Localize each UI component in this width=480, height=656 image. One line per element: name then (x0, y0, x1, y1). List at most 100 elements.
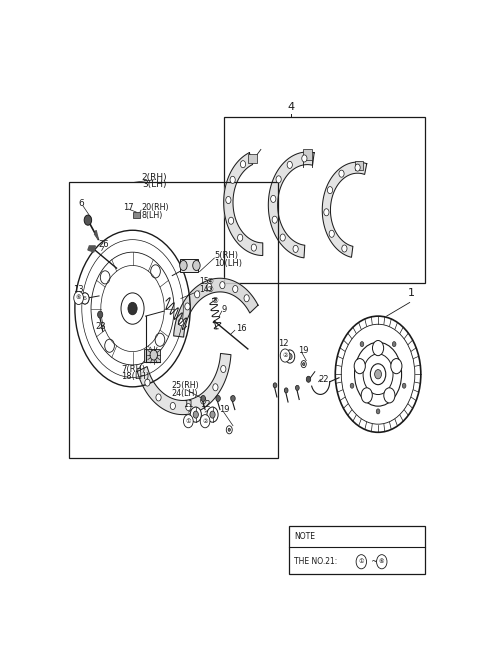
Text: 4: 4 (287, 102, 294, 112)
Circle shape (194, 291, 200, 298)
Circle shape (391, 359, 402, 374)
Circle shape (230, 176, 235, 184)
Text: NOTE: NOTE (294, 532, 315, 541)
Text: ②: ② (202, 419, 208, 424)
Circle shape (276, 176, 281, 183)
Polygon shape (137, 354, 231, 415)
Circle shape (392, 342, 396, 346)
Polygon shape (95, 230, 98, 239)
Text: 18(LH): 18(LH) (121, 372, 149, 381)
Circle shape (244, 295, 249, 302)
Text: 15: 15 (200, 277, 209, 286)
Circle shape (271, 195, 276, 203)
Circle shape (183, 415, 193, 428)
Text: ①: ① (359, 560, 364, 564)
Text: 3(LH): 3(LH) (142, 180, 167, 190)
Circle shape (329, 230, 334, 237)
Bar (303, 150, 312, 159)
Circle shape (324, 209, 329, 216)
Text: 17: 17 (123, 203, 134, 212)
Bar (224, 117, 425, 283)
Text: 2(RH): 2(RH) (142, 173, 168, 182)
Text: 10(LH): 10(LH) (215, 258, 242, 268)
Circle shape (228, 217, 234, 224)
Circle shape (186, 403, 191, 411)
Text: 9: 9 (222, 305, 227, 314)
Text: 6: 6 (83, 296, 87, 301)
Circle shape (354, 359, 365, 374)
Bar (289, 525, 424, 574)
Text: 6: 6 (79, 199, 84, 208)
Circle shape (273, 383, 277, 388)
Text: ~: ~ (369, 557, 380, 566)
Circle shape (284, 388, 288, 393)
Circle shape (145, 379, 150, 386)
Text: 25(RH): 25(RH) (172, 381, 199, 390)
Circle shape (226, 426, 232, 434)
Circle shape (374, 369, 382, 379)
Text: 20(RH): 20(RH) (141, 203, 169, 212)
Circle shape (285, 350, 295, 363)
Circle shape (226, 197, 231, 203)
Circle shape (355, 164, 360, 171)
Circle shape (192, 260, 200, 270)
Circle shape (240, 161, 246, 168)
Circle shape (201, 397, 206, 404)
Polygon shape (174, 278, 258, 337)
Text: 5(RH): 5(RH) (215, 251, 239, 260)
Circle shape (190, 407, 202, 422)
Circle shape (185, 303, 190, 310)
Bar (144, 349, 160, 361)
Circle shape (288, 354, 292, 359)
Circle shape (200, 415, 210, 428)
Circle shape (342, 245, 347, 252)
Circle shape (293, 245, 298, 253)
Circle shape (376, 409, 380, 414)
Circle shape (402, 383, 406, 388)
Circle shape (238, 234, 243, 241)
Circle shape (377, 555, 387, 569)
Circle shape (296, 385, 299, 390)
Circle shape (287, 161, 292, 169)
Circle shape (128, 302, 137, 315)
Circle shape (201, 396, 205, 401)
Circle shape (81, 293, 89, 304)
Text: 19: 19 (298, 346, 309, 355)
Circle shape (306, 377, 311, 382)
Circle shape (233, 285, 238, 293)
Circle shape (228, 428, 230, 431)
Circle shape (360, 342, 364, 346)
Text: 11: 11 (183, 400, 193, 409)
Circle shape (361, 388, 372, 403)
Bar (248, 154, 257, 163)
Bar (69, 182, 277, 458)
Text: 16: 16 (236, 324, 247, 333)
Circle shape (206, 283, 212, 291)
Polygon shape (268, 152, 314, 258)
Circle shape (327, 186, 333, 194)
Polygon shape (322, 162, 367, 257)
Text: ①: ① (186, 419, 191, 424)
Text: 24(LH): 24(LH) (172, 389, 198, 398)
Circle shape (97, 311, 103, 318)
Text: 13: 13 (73, 285, 84, 295)
Circle shape (84, 215, 92, 225)
Circle shape (384, 388, 395, 403)
Circle shape (272, 216, 277, 223)
Circle shape (156, 394, 161, 401)
Text: ④: ④ (206, 277, 213, 286)
Text: THE NO.21:: THE NO.21: (294, 557, 340, 566)
Text: 12: 12 (278, 339, 289, 348)
Polygon shape (88, 246, 96, 252)
Circle shape (180, 260, 187, 270)
Circle shape (231, 396, 235, 401)
Text: ③: ③ (206, 285, 213, 294)
Text: 14: 14 (200, 285, 209, 294)
Circle shape (74, 291, 84, 304)
Circle shape (350, 383, 354, 388)
Bar (132, 212, 140, 218)
Polygon shape (224, 153, 263, 255)
Circle shape (216, 396, 220, 401)
Circle shape (179, 319, 183, 325)
Circle shape (301, 361, 306, 367)
